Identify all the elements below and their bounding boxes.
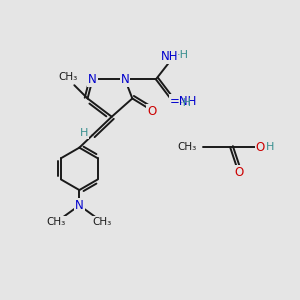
Text: =NH: =NH: [170, 95, 197, 108]
Text: O: O: [235, 166, 244, 179]
Text: H: H: [80, 128, 88, 138]
Text: CH₃: CH₃: [177, 142, 196, 152]
Text: O: O: [147, 105, 157, 118]
Text: H: H: [266, 142, 274, 152]
Text: CH₃: CH₃: [93, 218, 112, 227]
Text: O: O: [255, 141, 265, 154]
Text: N: N: [121, 73, 129, 86]
Text: CH₃: CH₃: [47, 218, 66, 227]
Text: N: N: [75, 199, 84, 212]
Text: NH: NH: [160, 50, 178, 63]
Text: CH₃: CH₃: [59, 72, 78, 82]
Text: N: N: [88, 73, 97, 86]
Text: ·H: ·H: [179, 98, 191, 108]
Text: ·H: ·H: [176, 50, 188, 60]
